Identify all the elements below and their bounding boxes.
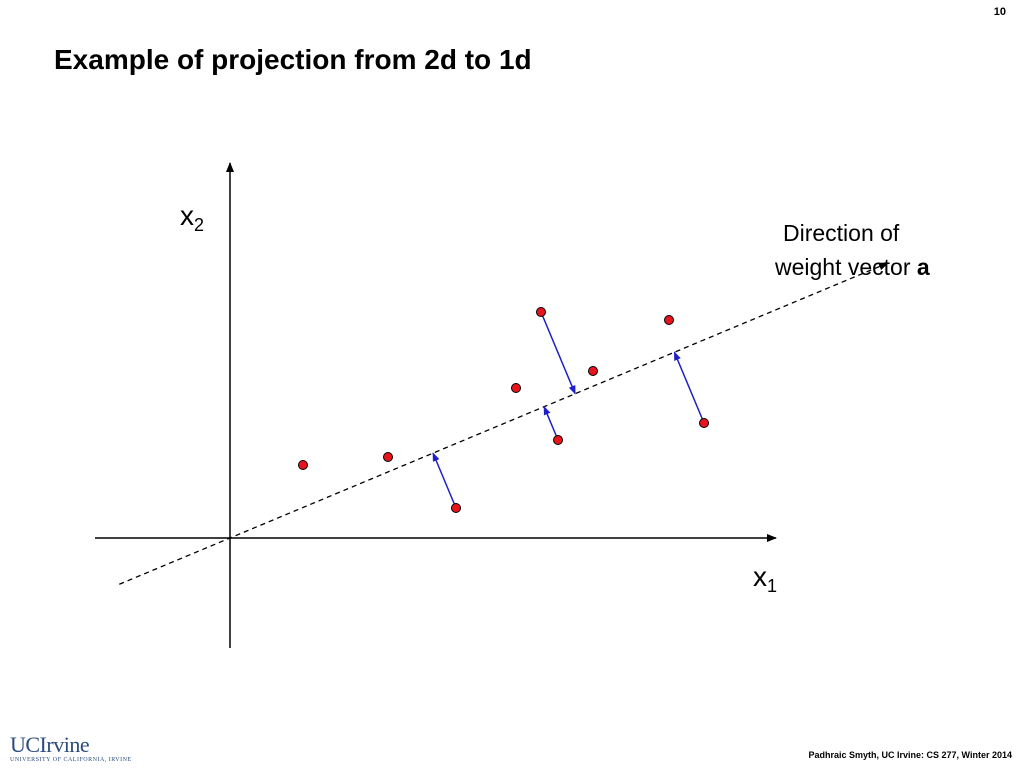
data-point-8 — [664, 315, 674, 325]
logo-wordmark: UCIrvine — [10, 732, 90, 757]
projection-arrow-6 — [543, 405, 559, 441]
weight-vector-caption-line-2: weight vector a — [775, 254, 930, 280]
projection-arrow-5 — [540, 311, 576, 395]
data-point-1 — [298, 460, 308, 470]
footer-credit: Padhraic Smyth, UC Irvine: CS 277, Winte… — [808, 750, 1013, 760]
page-number: 10 — [993, 6, 1006, 18]
slide-title: Example of projection from 2d to 1d — [54, 44, 532, 75]
data-point-3 — [451, 503, 461, 513]
weight-vector-direction — [119, 262, 889, 585]
data-point-9 — [699, 418, 709, 428]
ucirvine-logo: UCIrvine UNIVERSITY OF CALIFORNIA, IRVIN… — [10, 732, 132, 764]
weight-vector-symbol: a — [916, 254, 930, 280]
x1-axis-label: x1 — [753, 561, 778, 596]
weight-vector-caption-line-1: Direction of — [783, 220, 900, 246]
projection-arrow-9 — [673, 351, 705, 424]
data-point-7 — [588, 366, 598, 376]
logo-subtitle: UNIVERSITY OF CALIFORNIA, IRVINE — [10, 757, 132, 763]
data-point-4 — [511, 383, 521, 393]
x2-axis-label: x2 — [180, 200, 205, 235]
data-point-6 — [553, 435, 563, 445]
projection-arrow-3 — [432, 452, 457, 509]
data-point-5 — [536, 307, 546, 317]
data-point-2 — [383, 452, 393, 462]
